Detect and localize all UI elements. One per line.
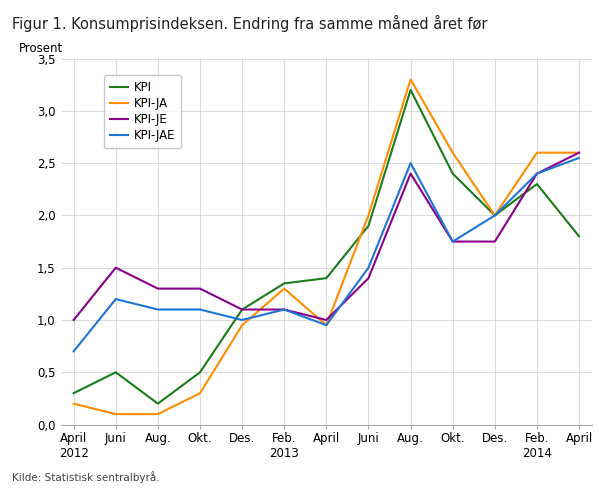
Line: KPI-JAE: KPI-JAE bbox=[74, 158, 579, 351]
Text: Prosent: Prosent bbox=[18, 42, 63, 55]
KPI bbox=[407, 87, 414, 93]
KPI-JE bbox=[407, 171, 414, 177]
KPI bbox=[196, 369, 204, 375]
KPI-JE bbox=[112, 265, 120, 271]
KPI-JA bbox=[70, 401, 77, 407]
KPI-JA bbox=[365, 212, 372, 218]
KPI-JA bbox=[196, 390, 204, 396]
KPI bbox=[154, 401, 162, 407]
Line: KPI-JA: KPI-JA bbox=[74, 80, 579, 414]
KPI-JE bbox=[70, 317, 77, 323]
KPI bbox=[575, 233, 583, 239]
KPI-JAE bbox=[323, 322, 330, 328]
KPI-JAE bbox=[112, 296, 120, 302]
KPI-JA bbox=[575, 150, 583, 156]
KPI-JAE bbox=[154, 306, 162, 312]
KPI-JE bbox=[239, 306, 246, 312]
KPI-JA bbox=[239, 322, 246, 328]
KPI bbox=[323, 275, 330, 281]
KPI-JAE bbox=[575, 155, 583, 161]
KPI-JA bbox=[533, 150, 540, 156]
KPI-JE bbox=[323, 317, 330, 323]
KPI bbox=[533, 181, 540, 187]
KPI-JAE bbox=[449, 239, 456, 244]
KPI-JA bbox=[449, 150, 456, 156]
KPI-JE bbox=[281, 306, 288, 312]
KPI-JAE bbox=[491, 212, 498, 218]
KPI bbox=[449, 171, 456, 177]
KPI-JAE bbox=[196, 306, 204, 312]
KPI-JAE bbox=[407, 160, 414, 166]
KPI-JAE bbox=[70, 348, 77, 354]
KPI bbox=[112, 369, 120, 375]
KPI-JAE bbox=[239, 317, 246, 323]
KPI bbox=[281, 281, 288, 286]
KPI-JE bbox=[196, 285, 204, 291]
KPI-JE bbox=[491, 239, 498, 244]
KPI bbox=[239, 306, 246, 312]
KPI-JE bbox=[154, 285, 162, 291]
KPI-JAE bbox=[533, 171, 540, 177]
KPI-JE bbox=[365, 275, 372, 281]
KPI-JAE bbox=[365, 265, 372, 271]
KPI-JA bbox=[281, 285, 288, 291]
KPI-JA bbox=[112, 411, 120, 417]
Text: Kilde: Statistisk sentralbyrå.: Kilde: Statistisk sentralbyrå. bbox=[12, 471, 160, 483]
KPI-JE bbox=[533, 171, 540, 177]
Legend: KPI, KPI-JA, KPI-JE, KPI-JAE: KPI, KPI-JA, KPI-JE, KPI-JAE bbox=[104, 76, 181, 148]
KPI-JE bbox=[575, 150, 583, 156]
KPI bbox=[365, 223, 372, 229]
KPI-JAE bbox=[281, 306, 288, 312]
Line: KPI: KPI bbox=[74, 90, 579, 404]
KPI-JA bbox=[154, 411, 162, 417]
Text: Figur 1. Konsumprisindeksen. Endring fra samme måned året før: Figur 1. Konsumprisindeksen. Endring fra… bbox=[12, 15, 488, 32]
KPI bbox=[70, 390, 77, 396]
Line: KPI-JE: KPI-JE bbox=[74, 153, 579, 320]
KPI-JE bbox=[449, 239, 456, 244]
KPI-JA bbox=[323, 322, 330, 328]
KPI-JA bbox=[491, 212, 498, 218]
KPI bbox=[491, 212, 498, 218]
KPI-JA bbox=[407, 77, 414, 82]
